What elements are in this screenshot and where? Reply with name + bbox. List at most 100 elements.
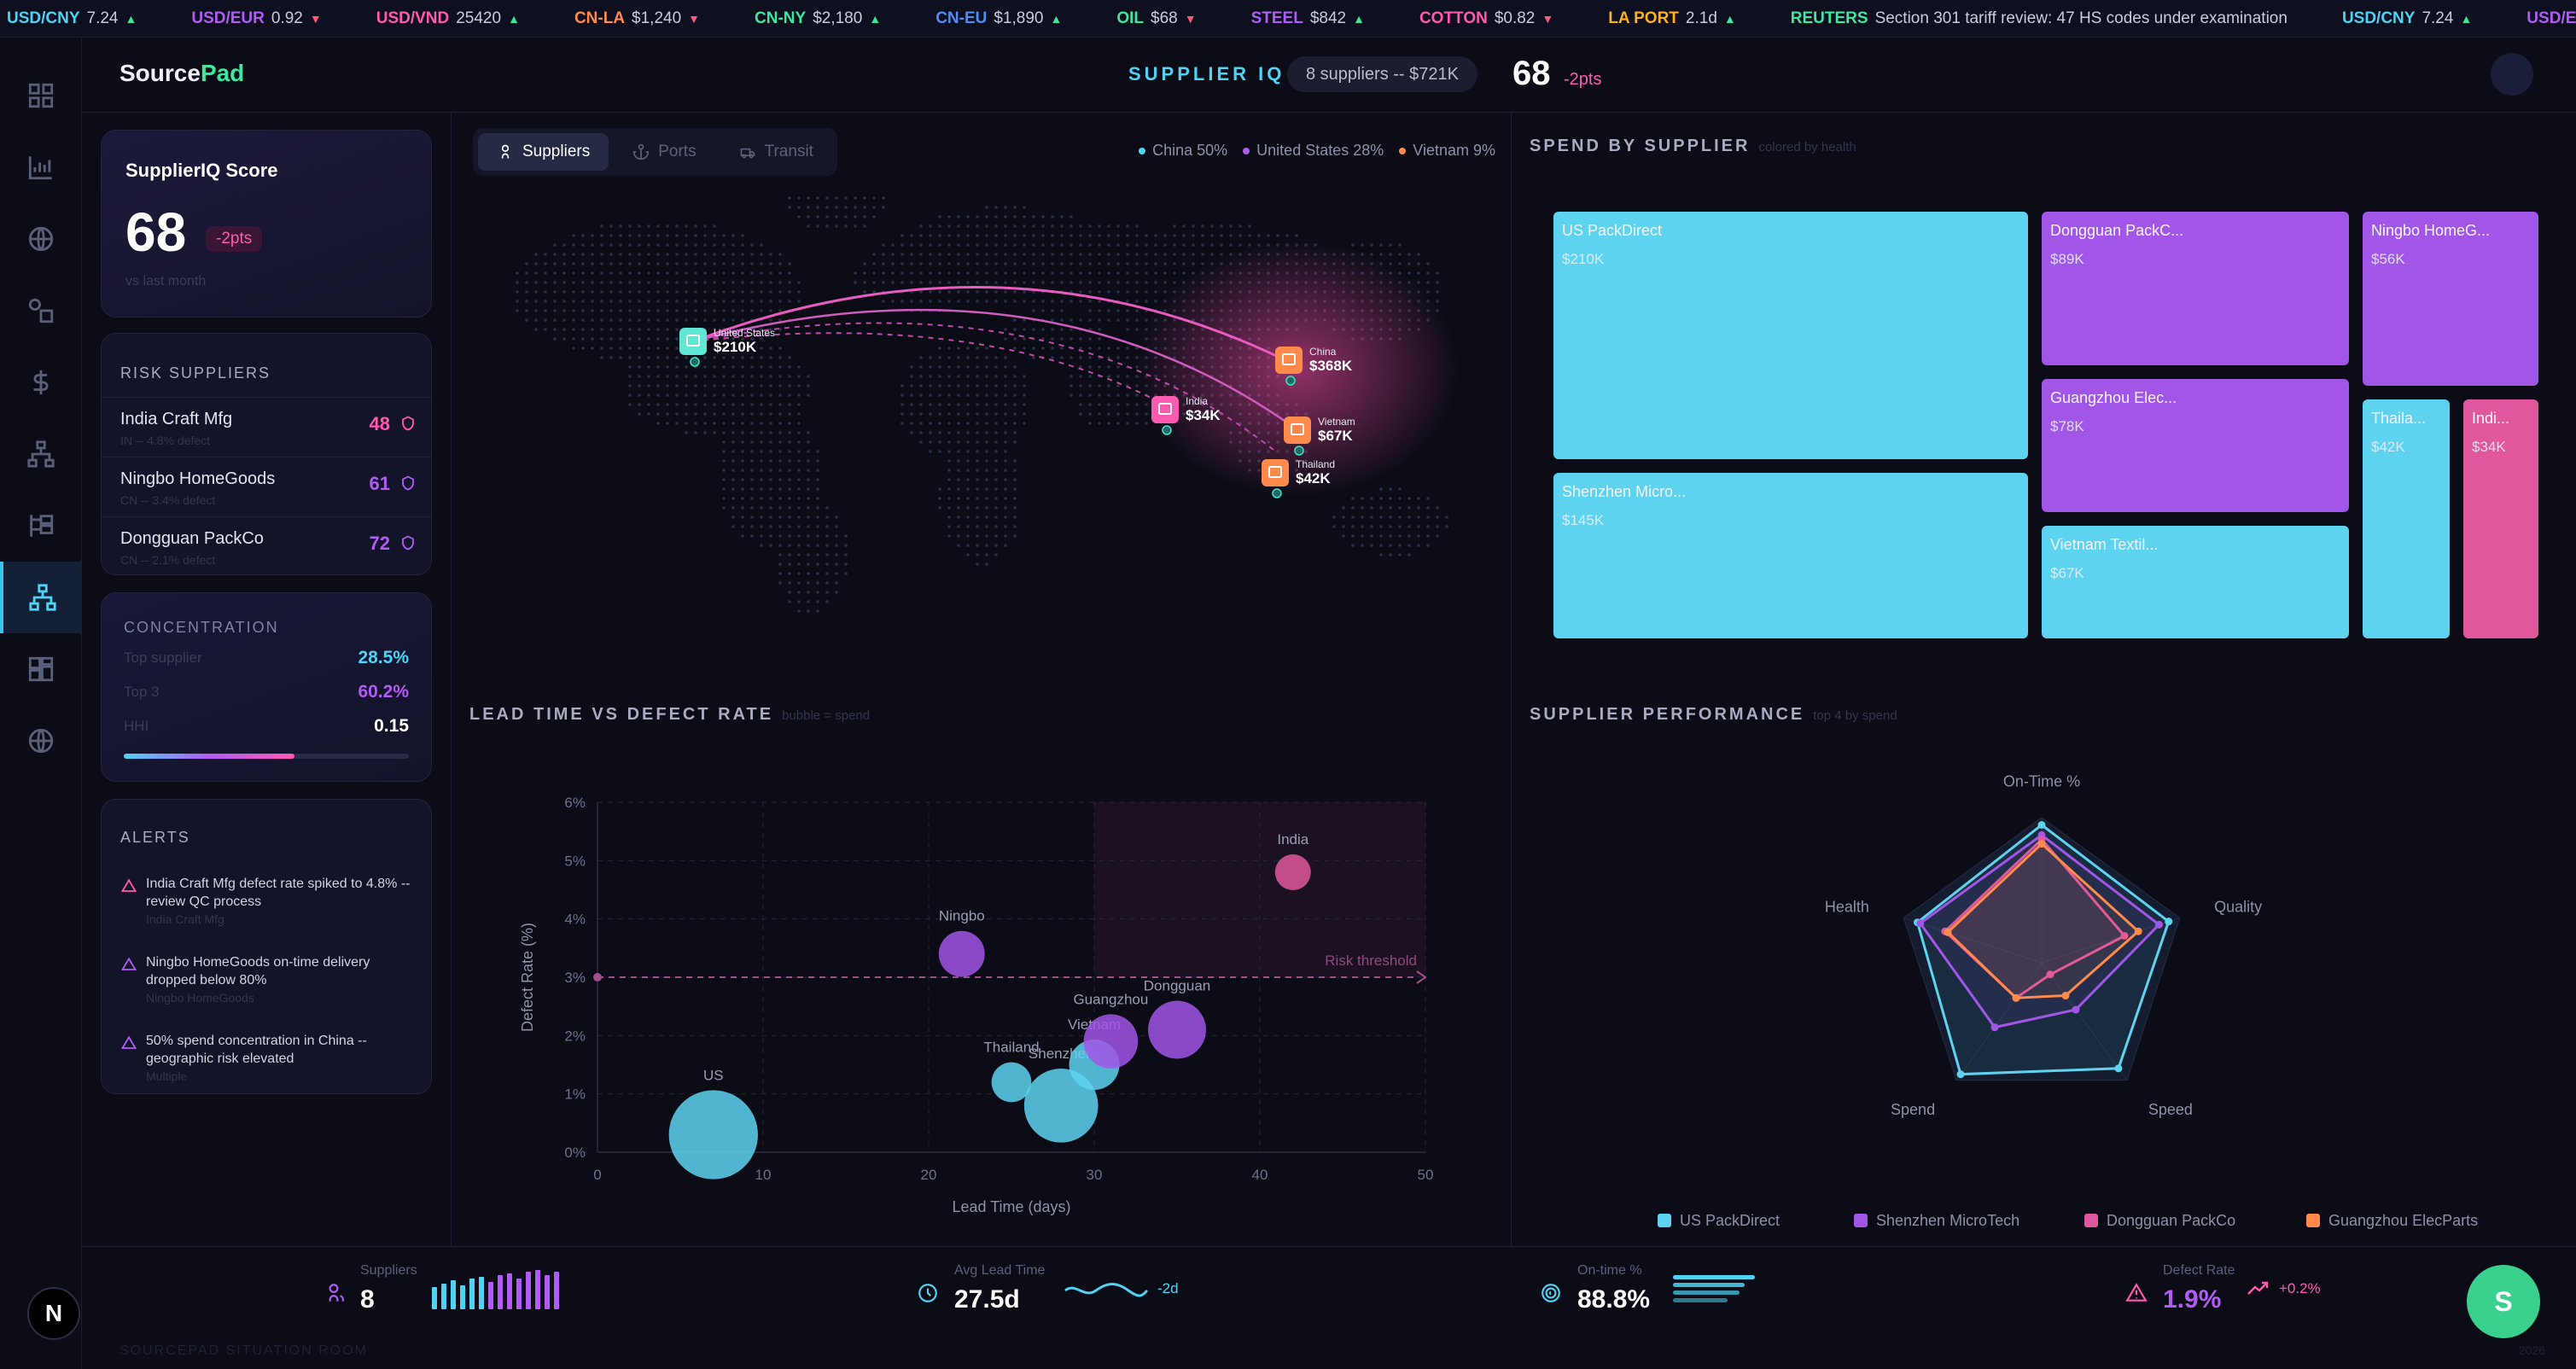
- tab-suppliers[interactable]: Suppliers: [478, 133, 609, 171]
- treemap-cell[interactable]: Vietnam Textil... $67K: [2042, 526, 2349, 638]
- lead-time-defect-chart[interactable]: 0 10 20 30 40 50 0% 1% 2% 3% 4% 5% 6% Risk threshold L…: [469, 734, 1494, 1263]
- trade-route-arc: [692, 286, 1290, 364]
- ticker-item: LA PORT 2.1d ▲: [1608, 9, 1736, 28]
- map-legend-label: Vietnam 9%: [1413, 142, 1495, 159]
- treemap-cell-name: Ningbo HomeG...: [2371, 222, 2491, 239]
- risk-supplier-score: 61: [369, 473, 390, 494]
- risk-supplier-row[interactable]: Dongguan PackCo CN -- 2.1% defect 72: [102, 516, 431, 574]
- treemap-cell[interactable]: Ningbo HomeG... $56K: [2363, 212, 2538, 386]
- treemap-cell[interactable]: Dongguan PackC... $89K: [2042, 212, 2349, 365]
- treemap-cell-name: Dongguan PackC...: [2050, 222, 2184, 239]
- nav-finance[interactable]: [0, 347, 82, 418]
- map-marker-india[interactable]: India$34K: [1151, 395, 1221, 435]
- spark-bar: [498, 1275, 503, 1309]
- y-tick-label: 4%: [564, 912, 586, 928]
- arrow-up-icon: ▲: [2460, 11, 2473, 26]
- on-time-bar: [1673, 1283, 1745, 1287]
- bubble-guangzhou[interactable]: [1083, 1014, 1139, 1069]
- kpi-on-time-[interactable]: On-time % 88.8%: [1540, 1246, 2018, 1340]
- spend-title: SPEND BY SUPPLIER colored by health: [1530, 137, 1856, 155]
- ticker-symbol: CN-NY: [755, 9, 807, 27]
- tab-transit[interactable]: Transit: [720, 133, 832, 171]
- supplier-map-panel: United States $210K China $368K India $34K Vie…: [452, 113, 1511, 676]
- risk-supplier-row[interactable]: Ningbo HomeGoods CN -- 3.4% defect 61: [102, 457, 431, 516]
- users-icon: [501, 144, 510, 159]
- bubble-thailand[interactable]: [991, 1062, 1032, 1103]
- treemap-cell[interactable]: Shenzhen Micro... $145K: [1553, 473, 2028, 638]
- nav-tree[interactable]: [0, 490, 82, 562]
- shield-icon: [402, 416, 414, 431]
- warning-icon: [2125, 1283, 2148, 1302]
- clock-icon: [918, 1284, 937, 1302]
- alert-text: Ningbo HomeGoods on-time delivery droppe…: [146, 955, 370, 987]
- y-tick-label: 3%: [564, 970, 586, 986]
- radar-point: [1944, 928, 1952, 936]
- assistant-button[interactable]: S: [2467, 1265, 2540, 1338]
- nav-layout[interactable]: [0, 633, 82, 705]
- radar-series-0[interactable]: [1915, 823, 2171, 1076]
- map-marker-vietnam[interactable]: Vietnam$67K: [1284, 416, 1355, 456]
- spark-bar: [469, 1279, 475, 1309]
- ticker-value: $842: [1309, 9, 1347, 27]
- treemap-cell-name: Guangzhou Elec...: [2050, 389, 2177, 406]
- ticker-value: Section 301 tariff review: 47 HS codes u…: [1874, 9, 2288, 27]
- radar-series-1[interactable]: [1918, 833, 2161, 1029]
- ticker-value: 2.1d: [1685, 9, 1717, 27]
- legend-dot: [1243, 148, 1250, 155]
- user-avatar[interactable]: [2491, 53, 2533, 96]
- radar-point: [2046, 970, 2054, 979]
- treemap-cell-value: $89K: [2050, 251, 2084, 267]
- radar-series-3[interactable]: [1945, 842, 2141, 999]
- treemap-cell[interactable]: Thaila... $42K: [2363, 399, 2450, 638]
- treemap-cell-name: Shenzhen Micro...: [1562, 483, 1687, 500]
- spark-bar: [451, 1280, 456, 1309]
- nav-global[interactable]: [0, 203, 82, 275]
- nav-supplier-iq[interactable]: [0, 562, 82, 633]
- concentration-row: HHI 0.15: [124, 714, 409, 740]
- kpi-defect-rate[interactable]: Defect Rate 1.9%: [2125, 1246, 2576, 1340]
- marker-country: India: [1186, 395, 1208, 407]
- bubble-dongguan[interactable]: [1148, 1000, 1206, 1059]
- nav-analytics[interactable]: [0, 131, 82, 203]
- treemap-cell[interactable]: US PackDirect $210K: [1553, 212, 2028, 459]
- map-marker-united-states[interactable]: United States$210K: [679, 327, 775, 367]
- app-logo-button[interactable]: N: [27, 1287, 80, 1340]
- spark-bar: [554, 1272, 559, 1309]
- kpi-suppliers[interactable]: Suppliers 8: [323, 1246, 801, 1340]
- ticker-value: 7.24: [86, 9, 119, 27]
- target-icon: [1542, 1284, 1560, 1302]
- bubble-ningbo[interactable]: [938, 930, 985, 977]
- scatter-title: LEAD TIME VS DEFECT RATE bubble = spend: [469, 705, 871, 724]
- tab-ports[interactable]: Ports: [614, 133, 714, 171]
- ticker-symbol: CN-EU: [935, 9, 988, 27]
- nav-shapes[interactable]: [0, 275, 82, 347]
- bubble-india[interactable]: [1274, 854, 1311, 890]
- treemap-cell-name: Thaila...: [2371, 410, 2427, 427]
- map-legend-label: China 50%: [1152, 142, 1228, 159]
- radar-series-2[interactable]: [1943, 837, 2127, 1000]
- nav-network[interactable]: [0, 418, 82, 490]
- map-marker-china[interactable]: China$368K: [1275, 346, 1353, 386]
- brand-logo[interactable]: SourcePad: [119, 60, 245, 86]
- supplier-performance-radar[interactable]: On-Time % Quality Speed Spend Health US PackD…: [1530, 734, 2554, 1263]
- kpi-avg-lead-time[interactable]: Avg Lead Time 27.5d: [917, 1246, 1395, 1340]
- kpi-label: Suppliers: [360, 1263, 417, 1278]
- alerts-title: ALERTS: [120, 829, 190, 846]
- x-axis-label: Lead Time (days): [952, 1198, 1070, 1215]
- nav-dashboard[interactable]: [0, 60, 82, 131]
- globe-icon: [28, 728, 54, 754]
- bubble-shenzhen[interactable]: [1023, 1068, 1099, 1143]
- map-marker-thailand[interactable]: Thailand$42K: [1262, 458, 1335, 498]
- divider: [451, 113, 452, 1246]
- spark-bar: [432, 1287, 437, 1309]
- ticker-symbol: USD/CNY: [7, 9, 80, 27]
- treemap-cell[interactable]: Guangzhou Elec... $78K: [2042, 379, 2349, 512]
- layout-icon: [28, 656, 54, 682]
- radar-point: [2037, 840, 2046, 848]
- treemap-cell[interactable]: Indi... $34K: [2463, 399, 2538, 638]
- supplieriq-score-card: SupplierIQ Score 68 -2pts vs last month: [101, 130, 432, 317]
- bubble-us[interactable]: [668, 1090, 758, 1180]
- world-map[interactable]: United States$210K China$368K India$34K Vie…: [452, 113, 1511, 676]
- nav-world[interactable]: [0, 705, 82, 777]
- risk-supplier-row[interactable]: India Craft Mfg IN -- 4.8% defect 48: [102, 397, 431, 457]
